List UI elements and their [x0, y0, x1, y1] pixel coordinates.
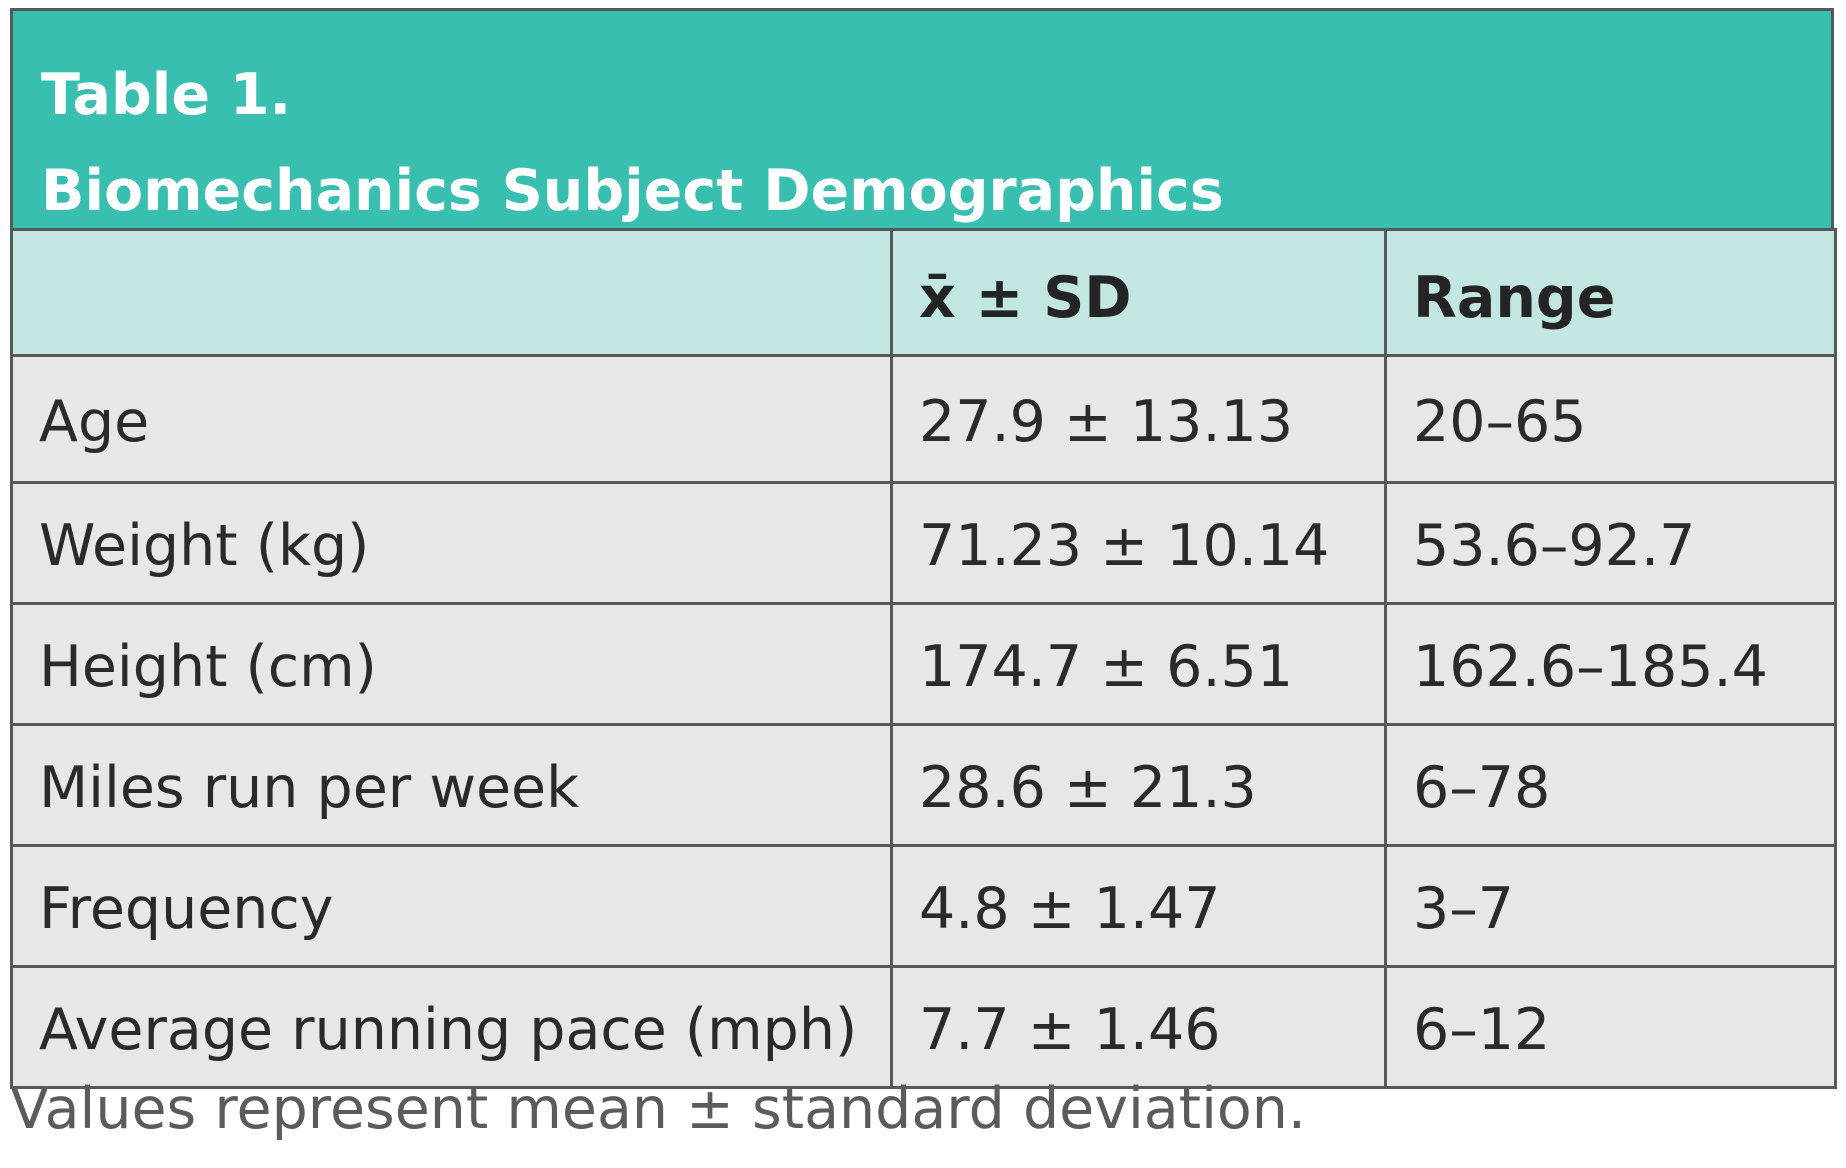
- row-mean-sd: 28.6 ± 21.3: [890, 723, 1387, 847]
- table-row: Miles run per week 28.6 ± 21.3 6–78: [10, 723, 1837, 847]
- header-cell-label: [10, 228, 893, 357]
- row-label: Age: [10, 354, 893, 484]
- table-title-bar: Table 1. Biomechanics Subject Demographi…: [10, 8, 1834, 228]
- table-row: Average running pace (mph) 7.7 ± 1.46 6–…: [10, 965, 1837, 1089]
- row-mean-sd: 174.7 ± 6.51: [890, 602, 1387, 726]
- row-range: 162.6–185.4: [1384, 602, 1837, 726]
- row-mean-sd: 27.9 ± 13.13: [890, 354, 1387, 484]
- row-label: Frequency: [10, 844, 893, 968]
- row-label: Miles run per week: [10, 723, 893, 847]
- table-row: Age 27.9 ± 13.13 20–65: [10, 354, 1837, 484]
- table-row: Height (cm) 174.7 ± 6.51 162.6–185.4: [10, 602, 1837, 726]
- demographics-table: x̄ ± SD Range Age 27.9 ± 13.13 20–65 Wei…: [10, 228, 1837, 1089]
- row-mean-sd: 71.23 ± 10.14: [890, 481, 1387, 605]
- header-row: x̄ ± SD Range: [10, 228, 1837, 357]
- row-label: Height (cm): [10, 602, 893, 726]
- row-range: 3–7: [1384, 844, 1837, 968]
- header-cell-range: Range: [1384, 228, 1837, 357]
- row-mean-sd: 4.8 ± 1.47: [890, 844, 1387, 968]
- table-number: Table 1.: [41, 62, 292, 128]
- table-row: Weight (kg) 71.23 ± 10.14 53.6–92.7: [10, 481, 1837, 605]
- row-range: 6–12: [1384, 965, 1837, 1089]
- row-range: 20–65: [1384, 354, 1837, 484]
- demographics-table-container: Table 1. Biomechanics Subject Demographi…: [10, 8, 1837, 1089]
- header-cell-mean-sd: x̄ ± SD: [890, 228, 1387, 357]
- row-range: 53.6–92.7: [1384, 481, 1837, 605]
- table-footnote: Values represent mean ± standard deviati…: [10, 1076, 1307, 1142]
- row-label: Average running pace (mph): [10, 965, 893, 1089]
- row-label: Weight (kg): [10, 481, 893, 605]
- table-row: Frequency 4.8 ± 1.47 3–7: [10, 844, 1837, 968]
- row-mean-sd: 7.7 ± 1.46: [890, 965, 1387, 1089]
- row-range: 6–78: [1384, 723, 1837, 847]
- table-title: Biomechanics Subject Demographics: [41, 158, 1224, 224]
